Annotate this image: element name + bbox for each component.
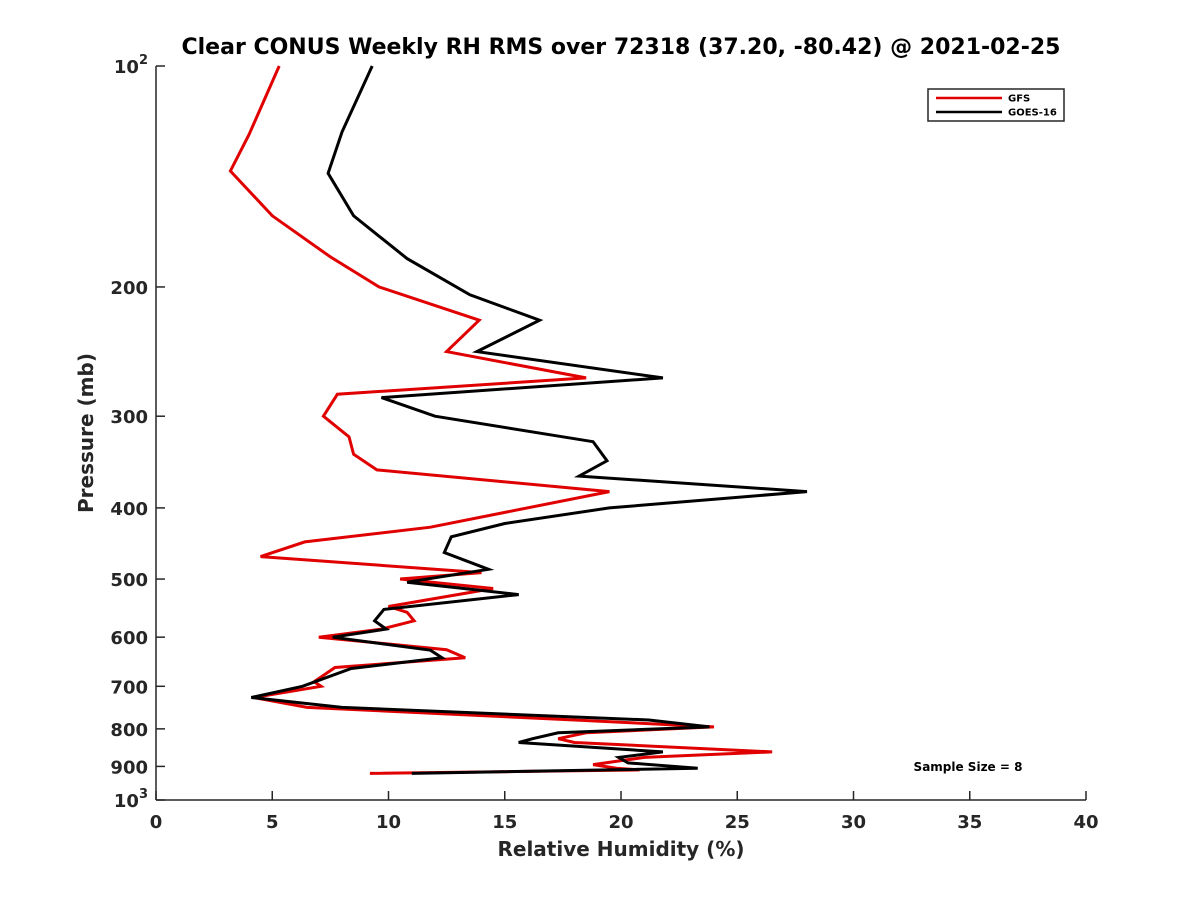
series-layer — [228, 65, 808, 775]
sample-size-annotation: Sample Size = 8 — [914, 760, 1023, 774]
chart-title: Clear CONUS Weekly RH RMS over 72318 (37… — [182, 35, 1061, 60]
series-line-goes-16 — [250, 65, 808, 775]
y-tick-label: 102 — [114, 53, 148, 78]
y-tick-label: 900 — [110, 757, 148, 778]
x-tick-label: 30 — [841, 812, 866, 833]
legend-label-gfs: GFS — [1008, 94, 1030, 105]
series-line-gfs — [228, 65, 773, 775]
y-tick-label: 600 — [110, 628, 148, 649]
y-tick-label: 500 — [110, 570, 148, 591]
x-tick-label: 0 — [150, 812, 163, 833]
y-tick-label: 400 — [110, 499, 148, 520]
x-tick-label: 10 — [376, 812, 401, 833]
y-tick-label: 300 — [110, 407, 148, 428]
x-tick-label: 25 — [725, 812, 750, 833]
legend-box — [927, 88, 1065, 122]
y-tick-label: 700 — [110, 677, 148, 698]
legend-label-goes-16: GOES-16 — [1008, 108, 1057, 119]
x-tick-label: 15 — [492, 812, 517, 833]
x-axis-label: Relative Humidity (%) — [497, 837, 744, 861]
x-tick-label: 40 — [1073, 812, 1098, 833]
y-axis-label: Pressure (mb) — [74, 353, 98, 513]
x-tick-label: 5 — [266, 812, 279, 833]
legend: GFS GOES-16 — [927, 88, 1065, 122]
axes: 0 5 10 15 20 25 30 35 40 102 200 300 400 500 600 700 800… — [110, 53, 1098, 833]
y-tick-label: 103 — [114, 787, 148, 812]
x-tick-label: 35 — [957, 812, 982, 833]
y-tick-label: 800 — [110, 720, 148, 741]
y-tick-label: 200 — [110, 278, 148, 299]
x-tick-label: 20 — [608, 812, 633, 833]
